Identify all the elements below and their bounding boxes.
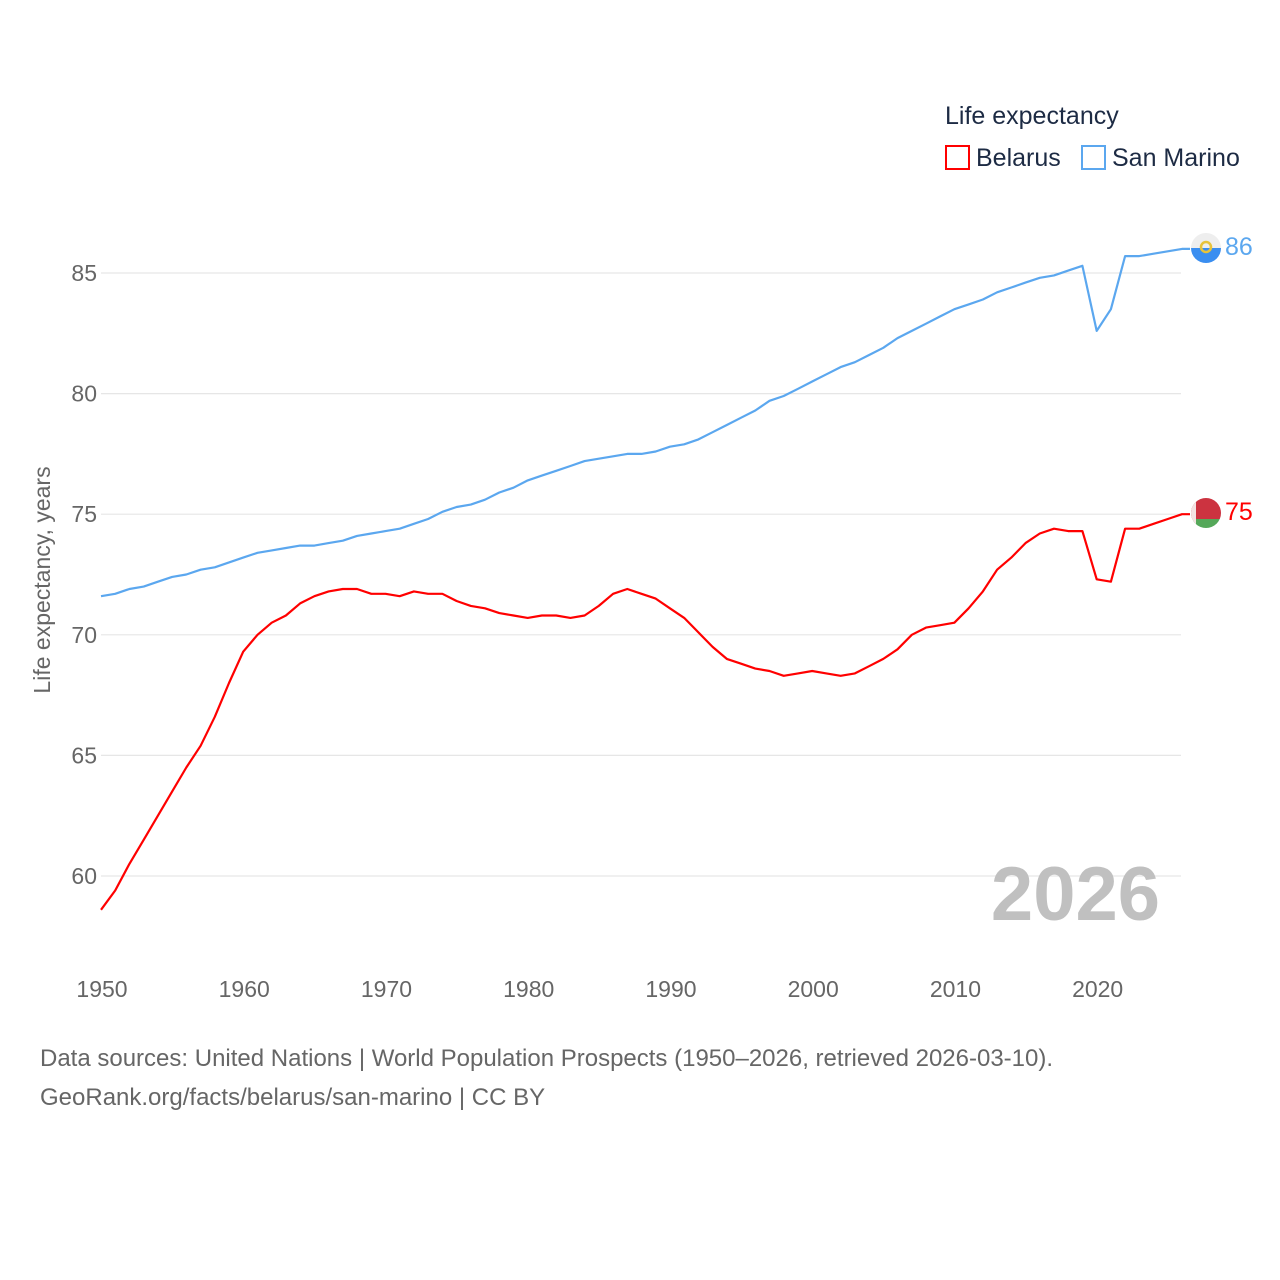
y-tick-label: 70 <box>71 622 97 648</box>
legend: Life expectancy Belarus San Marino <box>945 102 1240 172</box>
y-tick-label: 80 <box>71 381 97 407</box>
year-watermark: 2026 <box>991 852 1160 937</box>
x-tick-label: 1950 <box>76 976 127 1002</box>
x-tick-label: 2020 <box>1072 976 1123 1002</box>
x-tick-label: 2010 <box>930 976 981 1002</box>
source-link[interactable]: GeoRank.org/facts/belarus/san-marino | C… <box>40 1084 546 1111</box>
legend-title: Life expectancy <box>945 102 1119 130</box>
legend-label-san-marino[interactable]: San Marino <box>1112 144 1240 172</box>
y-tick-label: 65 <box>71 742 97 768</box>
end-label-belarus: 75 <box>1225 498 1253 526</box>
x-tick-label: 1960 <box>219 976 270 1002</box>
legend-label-belarus[interactable]: Belarus <box>976 144 1061 172</box>
y-axis-label: Life expectancy, years <box>29 466 55 693</box>
series-line-belarus[interactable] <box>100 513 1190 911</box>
san-marino-flag-icon <box>1191 233 1221 263</box>
y-tick-label: 60 <box>71 863 97 889</box>
belarus-flag-icon <box>1191 498 1221 528</box>
x-tick-label: 1980 <box>503 976 554 1002</box>
x-tick-label: 1990 <box>645 976 696 1002</box>
x-axis-ticks: 1950 1960 1970 1980 1990 2000 2010 2020 <box>76 976 1123 1002</box>
y-tick-label: 85 <box>71 260 97 286</box>
x-tick-label: 1970 <box>361 976 412 1002</box>
y-tick-label: 75 <box>71 501 97 527</box>
gridlines <box>101 272 1181 877</box>
series-line-san-marino[interactable] <box>100 247 1190 598</box>
y-axis-ticks: 60 65 70 75 80 85 <box>71 260 97 889</box>
end-label-san-marino: 86 <box>1225 233 1253 261</box>
x-tick-label: 2000 <box>788 976 839 1002</box>
legend-swatch-belarus[interactable] <box>945 145 970 170</box>
series-lines <box>100 247 1190 911</box>
source-line: Data sources: United Nations | World Pop… <box>40 1045 1054 1072</box>
legend-swatch-san-marino[interactable] <box>1081 145 1106 170</box>
